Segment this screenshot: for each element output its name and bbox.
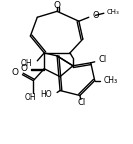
Text: OH: OH — [25, 93, 36, 102]
Text: HO: HO — [41, 90, 52, 99]
Text: O: O — [93, 11, 99, 20]
Text: CH₃: CH₃ — [104, 76, 118, 85]
Text: O: O — [54, 1, 61, 10]
Text: OH: OH — [21, 59, 32, 68]
Text: Cl: Cl — [99, 55, 107, 64]
Text: CH₃: CH₃ — [107, 9, 119, 15]
Text: O: O — [20, 64, 27, 73]
Text: Cl: Cl — [78, 98, 86, 107]
Text: O: O — [11, 68, 18, 77]
